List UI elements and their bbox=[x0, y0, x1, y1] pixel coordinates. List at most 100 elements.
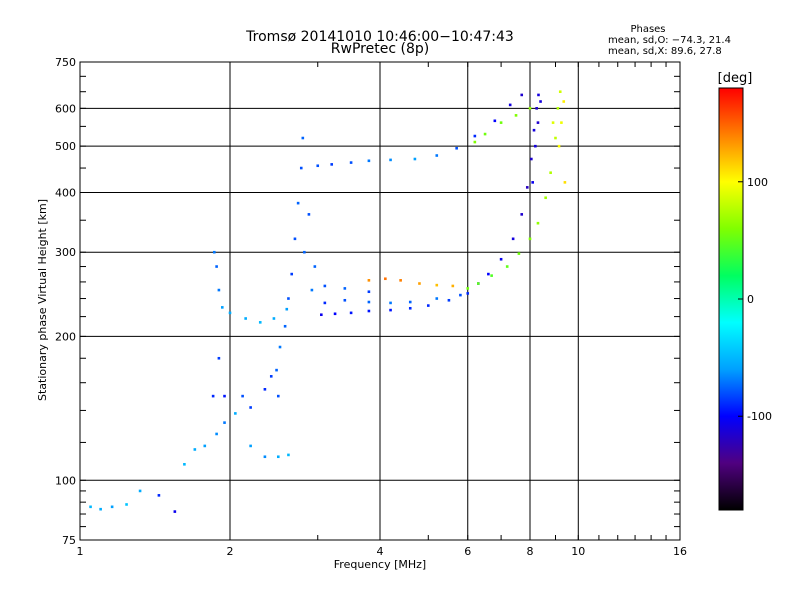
colorbar-tick-label: 0 bbox=[747, 293, 754, 306]
data-point bbox=[276, 394, 280, 398]
data-point bbox=[241, 394, 244, 398]
data-point bbox=[249, 406, 252, 409]
phase-stats-o: mean, sd,O: −74.3, 21.4 bbox=[608, 35, 731, 46]
data-point bbox=[367, 290, 371, 294]
data-point bbox=[477, 282, 480, 285]
colorbar-label: [deg] bbox=[718, 71, 753, 86]
y-tick-label: 200 bbox=[55, 330, 76, 343]
y-tick-label: 75 bbox=[62, 534, 76, 547]
data-point bbox=[343, 298, 347, 302]
x-tick-label: 8 bbox=[527, 545, 534, 558]
data-point bbox=[275, 368, 278, 372]
data-point bbox=[367, 309, 371, 313]
data-point bbox=[528, 107, 532, 110]
data-point bbox=[367, 279, 371, 282]
x-tick-label: 10 bbox=[571, 545, 585, 558]
data-point bbox=[285, 307, 289, 311]
data-point bbox=[413, 157, 417, 161]
data-point bbox=[531, 181, 534, 184]
data-point bbox=[525, 186, 529, 189]
data-point bbox=[473, 134, 477, 138]
data-point bbox=[316, 164, 320, 168]
data-point bbox=[532, 128, 536, 132]
data-point bbox=[110, 505, 114, 509]
x-tick-label: 4 bbox=[377, 545, 384, 558]
data-point bbox=[183, 463, 186, 466]
data-point bbox=[451, 284, 455, 288]
data-point bbox=[508, 103, 512, 107]
y-tick-label: 100 bbox=[55, 474, 76, 487]
data-point bbox=[435, 297, 439, 300]
colorbar-tick-label: -100 bbox=[747, 410, 772, 423]
data-point bbox=[514, 114, 518, 117]
data-point bbox=[426, 304, 430, 307]
x-tick-label: 6 bbox=[464, 545, 471, 558]
y-tick-label: 600 bbox=[55, 102, 76, 115]
data-point bbox=[455, 146, 458, 150]
data-point bbox=[367, 300, 371, 304]
y-tick-label: 300 bbox=[55, 246, 76, 259]
data-point bbox=[157, 494, 161, 497]
data-point bbox=[563, 181, 567, 184]
data-point bbox=[215, 432, 218, 436]
chart-subtitle: RwPretec (8p) bbox=[331, 41, 429, 57]
data-point bbox=[258, 321, 262, 324]
data-point bbox=[173, 510, 177, 513]
x-tick-label: 16 bbox=[673, 545, 687, 558]
data-point bbox=[499, 121, 503, 124]
data-point bbox=[333, 312, 337, 316]
x-tick-label: 2 bbox=[227, 545, 234, 558]
phase-stats-title: Phases bbox=[630, 24, 665, 35]
data-point bbox=[220, 306, 224, 309]
data-point bbox=[466, 292, 470, 295]
x-tick-label: 1 bbox=[77, 545, 84, 558]
chart-title: Tromsø 20141010 10:46:00−10:47:43 bbox=[245, 29, 514, 45]
data-point bbox=[473, 140, 477, 144]
data-point bbox=[447, 298, 451, 302]
data-point bbox=[483, 132, 487, 136]
data-point bbox=[520, 213, 524, 216]
data-point bbox=[287, 297, 290, 300]
data-point bbox=[517, 252, 521, 255]
data-point bbox=[435, 154, 439, 157]
data-point bbox=[528, 237, 532, 241]
data-point bbox=[535, 107, 538, 110]
data-point bbox=[459, 293, 462, 297]
data-point bbox=[490, 274, 493, 277]
data-point bbox=[303, 250, 306, 254]
data-point bbox=[283, 324, 287, 328]
data-point bbox=[278, 345, 282, 349]
data-point bbox=[323, 284, 327, 288]
data-point bbox=[558, 90, 562, 94]
scatter-points bbox=[89, 90, 567, 513]
data-point bbox=[330, 163, 334, 166]
y-tick-label: 750 bbox=[55, 56, 76, 69]
data-point bbox=[560, 121, 563, 124]
data-point bbox=[544, 196, 547, 200]
data-point bbox=[313, 265, 317, 268]
data-point bbox=[301, 136, 305, 140]
data-point bbox=[539, 100, 542, 103]
data-point bbox=[493, 119, 497, 123]
data-point bbox=[244, 317, 247, 320]
data-point bbox=[290, 272, 294, 276]
data-point bbox=[215, 265, 218, 268]
data-point bbox=[323, 301, 327, 305]
data-point bbox=[466, 287, 470, 290]
data-point bbox=[263, 455, 267, 459]
data-point bbox=[310, 288, 314, 292]
x-axis-label: Frequency [MHz] bbox=[334, 558, 426, 571]
data-point bbox=[408, 300, 412, 304]
data-point bbox=[418, 282, 421, 285]
colorbar-tick-label: 100 bbox=[747, 176, 768, 189]
data-point bbox=[505, 265, 509, 268]
phase-stats-x: mean, sd,X: 89.6, 27.8 bbox=[608, 46, 722, 57]
data-point bbox=[367, 159, 371, 163]
colorbar: -100 0 100 bbox=[718, 87, 772, 511]
data-point bbox=[307, 213, 311, 216]
data-point bbox=[343, 287, 347, 290]
data-point bbox=[249, 444, 252, 448]
data-point bbox=[193, 448, 197, 451]
data-point bbox=[234, 412, 237, 415]
